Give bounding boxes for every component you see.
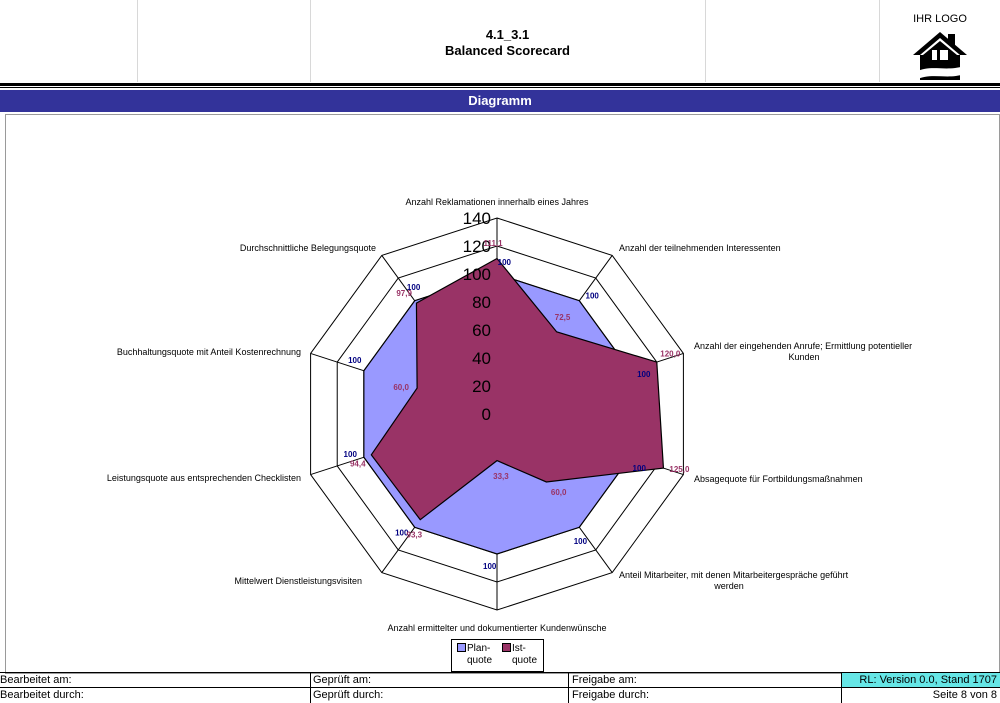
document-title: Balanced Scorecard — [444, 43, 570, 58]
checked-by-label: Geprüft durch: — [313, 689, 384, 701]
section-title: Diagramm — [0, 90, 1000, 112]
chart-area: 0 20 40 60 80 100 120 140 100 100 100 100 100 100 100 1… — [5, 114, 1000, 674]
legend-label-plan: Plan-quote — [467, 643, 493, 666]
footer-divider — [310, 672, 311, 703]
data-label: 100 — [348, 356, 362, 365]
document-footer: Bearbeitet am: Geprüft am: Freigabe am: … — [0, 672, 1000, 703]
category-label: Buchhaltungsquote mit Anteil Kostenrechn… — [117, 347, 301, 357]
header-cell — [0, 0, 138, 82]
footer-divider — [568, 672, 569, 703]
category-label: Anzahl der teilnehmenden Interessenten — [619, 243, 781, 253]
data-label: 94,4 — [350, 459, 366, 468]
edited-by-label: Bearbeitet durch: — [0, 689, 84, 701]
data-label: 100 — [407, 283, 421, 292]
release-on-label: Freigabe am: — [572, 674, 637, 686]
axis-tick-label: 0 — [482, 405, 491, 424]
axis-tick-label: 120 — [463, 237, 491, 256]
edited-on-label: Bearbeitet am: — [0, 674, 72, 686]
version-badge: RL: Version 0.0, Stand 1707 — [842, 673, 1000, 688]
release-by-label: Freigabe durch: — [572, 689, 650, 701]
chart-legend: Plan-quote Ist-quote — [451, 639, 544, 672]
category-label: Durchschnittliche Belegungsquote — [240, 243, 376, 253]
data-label: 125,0 — [669, 465, 690, 474]
data-label: 100 — [395, 529, 409, 538]
axis-tick-label: 100 — [463, 265, 491, 284]
header-cell — [706, 0, 880, 82]
data-label: 97,9 — [396, 289, 412, 298]
data-label: 100 — [498, 258, 512, 267]
legend-label-ist: Ist-quote — [512, 643, 538, 666]
axis-tick-label: 60 — [472, 321, 491, 340]
legend-swatch-ist — [502, 643, 511, 652]
data-label: 33,3 — [493, 472, 509, 481]
category-label: Anzahl der eingehenden Anrufe; Ermittlun… — [694, 341, 912, 351]
header-cell — [311, 0, 706, 82]
series-area-ist — [370, 257, 665, 521]
header-rule — [0, 87, 1000, 88]
header-rule — [0, 83, 1000, 86]
axis-tick-label: 140 — [463, 209, 491, 228]
header-cell — [138, 0, 311, 82]
data-label: 93,3 — [407, 531, 423, 540]
legend-swatch-plan — [457, 643, 466, 652]
category-label: Anzahl ermittelter und dokumentierter Ku… — [387, 623, 606, 633]
footer-row: Bearbeitet am: Geprüft am: Freigabe am: … — [0, 672, 1000, 688]
axis-tick-label: 80 — [472, 293, 491, 312]
category-label: Mittelwert Dienstleistungsvisiten — [234, 576, 362, 586]
footer-row: Bearbeitet durch: Geprüft durch: Freigab… — [0, 687, 1000, 703]
data-label: 100 — [637, 370, 651, 379]
data-label: 100 — [344, 450, 358, 459]
data-label: 60,0 — [393, 383, 409, 392]
document-number: 4.1_3.1 — [485, 27, 530, 42]
axis-tick-label: 40 — [472, 349, 491, 368]
data-label: 100 — [483, 562, 497, 571]
document-header: 4.1_3.1 Balanced Scorecard IHR LOGO — [0, 0, 1000, 82]
category-label: Leistungsquote aus entsprechenden Checkl… — [107, 473, 301, 483]
footer-divider — [841, 672, 842, 703]
radar-chart: 0 20 40 60 80 100 120 140 100 100 100 100 100 100 100 1… — [107, 197, 912, 633]
category-label: Kunden — [788, 352, 819, 362]
category-label: Absagequote für Fortbildungsmaßnahmen — [694, 474, 863, 484]
page-number: Seite 8 von 8 — [932, 689, 997, 701]
data-label: 111,1 — [483, 239, 503, 248]
data-label: 72,5 — [555, 313, 571, 322]
data-label: 60,0 — [551, 488, 567, 497]
checked-on-label: Geprüft am: — [313, 674, 372, 686]
category-label: werden — [713, 581, 744, 591]
data-label: 100 — [574, 537, 588, 546]
logo-caption: IHR LOGO — [913, 13, 967, 25]
data-label: 100 — [633, 464, 647, 473]
category-label: Anzahl Reklamationen innerhalb eines Jah… — [405, 197, 589, 207]
axis-tick-label: 20 — [472, 377, 491, 396]
house-logo-icon — [913, 32, 967, 80]
category-label: Anteil Mitarbeiter, mit denen Mitarbeite… — [619, 570, 849, 580]
data-label: 100 — [586, 291, 600, 300]
data-label: 120,0 — [660, 350, 681, 359]
